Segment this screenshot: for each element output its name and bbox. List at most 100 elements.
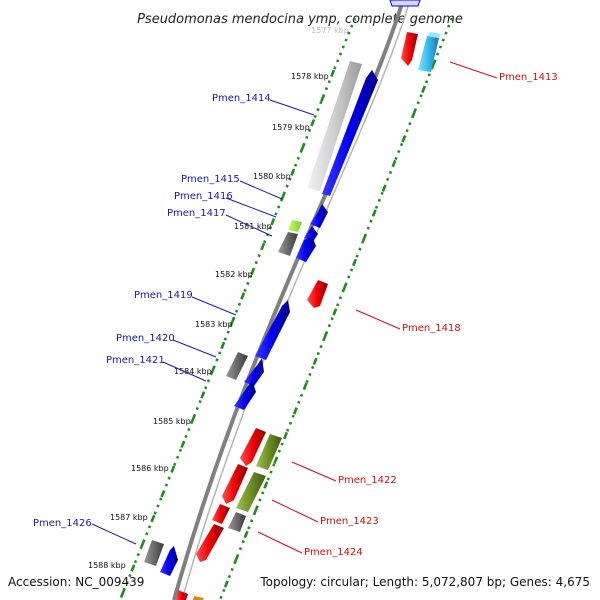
gene-pmen-1413[interactable] (418, 36, 439, 72)
tick-mark (411, 110, 417, 118)
genome-summary-text: Topology: circular; Length: 5,072,807 bp… (259, 575, 590, 589)
gene-label[interactable]: Pmen_1422 (338, 475, 397, 486)
kbp-label: 1584 kbp (174, 367, 212, 376)
gene-reverse-1424b[interactable] (196, 524, 224, 562)
kbp-label: 1588 kbp (88, 561, 126, 570)
tick-mark (223, 580, 229, 588)
gene-reverse-1424a[interactable] (212, 504, 230, 524)
tick-mark (170, 465, 176, 473)
tick-mark (300, 143, 306, 152)
tick-mark (180, 440, 186, 449)
genome-backbone-inner (181, 0, 411, 600)
tick-mark (273, 456, 279, 465)
gene-partial-bottom-red (176, 590, 188, 600)
left-gene-labels: Pmen_1414 Pmen_1415 Pmen_1416 Pmen_1417 … (33, 93, 271, 529)
gene-label[interactable]: Pmen_1421 (106, 355, 165, 366)
gene-pmen-1419[interactable] (255, 300, 290, 360)
gene-pmen-1426[interactable] (144, 540, 164, 566)
gene-label[interactable]: Pmen_1416 (174, 191, 233, 202)
kbp-label: 1582 kbp (215, 270, 253, 279)
tick-mark (430, 60, 436, 69)
gene-label[interactable]: Pmen_1418 (402, 323, 461, 334)
gene-pmen-1416[interactable] (288, 220, 302, 232)
partial-kbp-label: 1577 kbp (311, 26, 349, 35)
genes (144, 0, 441, 600)
gene-label[interactable]: Pmen_1426 (33, 518, 92, 529)
kbp-tick-marks (120, 60, 436, 597)
tick-mark (352, 258, 358, 267)
tick-mark (250, 267, 256, 275)
gene-pmen-1423[interactable] (236, 472, 266, 512)
gene-label[interactable]: Pmen_1414 (212, 93, 271, 104)
tick-mark (332, 308, 338, 316)
tick-mark (240, 292, 246, 300)
kbp-label: 1587 kbp (110, 513, 148, 522)
gene-forward-small-a[interactable] (304, 226, 318, 240)
tick-mark (361, 233, 367, 242)
tick-mark (260, 242, 266, 251)
tick-mark (421, 85, 427, 94)
gene-reverse-1423a[interactable] (222, 464, 248, 504)
gene-forward-small-b[interactable] (296, 236, 316, 262)
tick-mark (230, 316, 236, 325)
gene-label[interactable]: Pmen_1420 (116, 333, 175, 344)
right-gene-labels: Pmen_1413 Pmen_1418 Pmen_1422 Pmen_1423 … (304, 72, 558, 558)
gene-pmen-1417[interactable] (278, 232, 298, 256)
gene-pmen-1418[interactable] (307, 280, 328, 308)
tick-mark (233, 555, 239, 563)
tick-mark (302, 382, 308, 390)
gene-pmen-1422[interactable] (256, 434, 282, 470)
kbp-label: 1578 kbp (291, 72, 329, 81)
tick-mark (381, 184, 387, 192)
tick-mark (391, 159, 397, 168)
tick-mark (401, 135, 407, 143)
kbp-label: 1581 kbp (234, 222, 272, 231)
tick-mark (322, 332, 328, 341)
tick-mark (150, 514, 156, 523)
gene-label[interactable]: Pmen_1424 (304, 547, 363, 558)
tick-mark (290, 168, 296, 176)
gene-forward-small-c[interactable] (234, 380, 256, 410)
gene-pmen-1424[interactable] (228, 512, 246, 532)
gene-label[interactable]: Pmen_1413 (499, 72, 558, 83)
gene-partial-bottom-orange (193, 596, 204, 600)
gene-pmen-1415[interactable] (310, 204, 328, 228)
tick-mark (330, 69, 336, 78)
kbp-labels: 1578 kbp 1579 kbp 1580 kbp 1581 kbp 1582… (88, 72, 329, 570)
gene-label[interactable]: Pmen_1419 (134, 290, 193, 301)
tick-mark (312, 357, 318, 366)
tick-mark (160, 490, 166, 498)
tick-mark (283, 431, 289, 440)
gene-label[interactable]: Pmen_1415 (181, 174, 240, 185)
gene-label[interactable]: Pmen_1417 (167, 208, 226, 219)
tick-mark (210, 366, 216, 374)
tick-mark (243, 530, 249, 539)
tick-mark (190, 415, 196, 424)
gene-forward-small-d[interactable] (160, 546, 178, 576)
tick-mark (220, 341, 226, 350)
kbp-label: 1580 kbp (253, 172, 291, 181)
gene-reverse-1422a[interactable] (240, 428, 266, 466)
tick-mark (253, 506, 259, 514)
right-leader-lines (257, 61, 498, 554)
kbp-label: 1586 kbp (131, 464, 169, 473)
tick-mark (320, 94, 326, 102)
gene-forward-large[interactable] (322, 70, 378, 196)
map-title: Pseudomonas mendocina ymp, complete geno… (137, 12, 463, 27)
tick-mark (263, 481, 269, 489)
left-leader-lines (91, 99, 315, 545)
tick-mark (140, 539, 146, 547)
gene-red-top (401, 32, 418, 66)
tick-mark (342, 283, 348, 291)
tick-mark (270, 217, 276, 226)
gene-pmen-1414-rna[interactable] (307, 61, 362, 191)
gene-label[interactable]: Pmen_1423 (320, 516, 379, 527)
gene-pmen-1421[interactable] (244, 358, 264, 386)
accession-text: Accession: NC_009439 (8, 575, 144, 589)
gene-pmen-1420[interactable] (226, 352, 248, 380)
tick-mark (292, 407, 298, 415)
kbp-label: 1579 kbp (272, 123, 310, 132)
tick-mark (371, 209, 377, 217)
tick-mark (130, 564, 136, 572)
